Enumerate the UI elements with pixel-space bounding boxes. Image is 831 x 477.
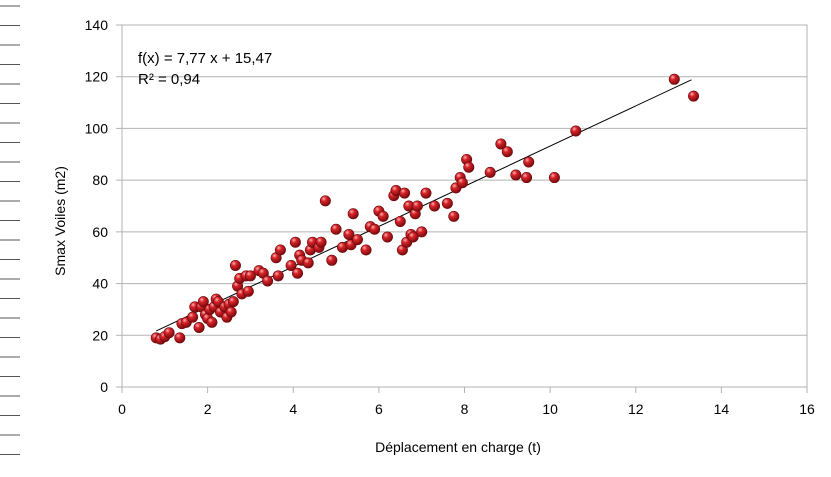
y-tick-label: 140 [85,17,109,33]
y-tick-label: 20 [92,327,108,343]
x-tick-label: 12 [628,401,644,417]
data-point [399,187,411,199]
y-tick-label: 60 [92,224,108,240]
data-point [272,270,284,282]
data-point [285,259,297,271]
data-point [416,226,428,238]
data-point [292,267,304,279]
data-point [548,172,560,184]
data-point [197,296,209,308]
data-point [227,296,239,308]
x-tick-label: 6 [375,401,383,417]
data-point [495,138,507,150]
data-point [369,223,381,235]
axes [121,24,808,388]
x-tick-label: 8 [461,401,469,417]
data-point [523,156,535,168]
x-axis-title: Déplacement en charge (t) [375,439,541,455]
data-point [347,208,359,220]
tick-labels: 0 20 40 60 80 100 120 140 0 2 4 6 8 10 12 14 16 [85,17,815,417]
data-point [463,161,475,173]
data-point [315,236,327,248]
gridlines [116,24,808,393]
data-point [330,223,342,235]
data-point [274,244,286,256]
data-point [501,146,513,158]
y-tick-label: 100 [85,120,109,136]
data-point [411,200,423,212]
y-tick-label: 40 [92,276,108,292]
trendline-equation: f(x) = 7,77 x + 15,47 [138,50,272,67]
data-point [193,322,205,334]
data-point [407,231,419,243]
data-point [510,169,522,181]
data-point [343,228,355,240]
x-tick-label: 2 [204,401,212,417]
data-point [688,90,700,102]
data-point [242,285,254,297]
data-point [668,73,680,85]
plot-frame [121,24,808,388]
y-tick-label: 80 [92,172,108,188]
data-point [289,236,301,248]
x-tick-label: 4 [289,401,297,417]
data-point [429,200,441,212]
data-point [521,172,533,184]
x-tick-label: 10 [542,401,558,417]
y-tick-label: 0 [100,379,108,395]
data-point [377,210,389,222]
data-point [570,125,582,137]
data-point [244,270,256,282]
x-tick-label: 16 [799,401,815,417]
data-point [326,254,338,266]
data-point [448,210,460,222]
data-point [360,244,372,256]
y-axis-title: Smax Voiles (m2) [52,166,68,276]
data-point [319,195,331,207]
data-point [225,306,237,318]
trendline-r-squared: R² = 0,94 [138,71,200,88]
data-point [187,311,199,323]
data-point [262,275,274,287]
data-point [174,332,186,344]
data-point [163,327,175,339]
margin-tick-marks [0,5,20,455]
data-point [351,234,363,246]
data-point [206,316,218,328]
data-point [456,177,468,189]
x-tick-label: 14 [714,401,730,417]
data-points [150,73,700,345]
x-tick-label: 0 [118,401,126,417]
data-point [484,166,496,178]
data-point [420,187,432,199]
y-tick-label: 120 [85,69,109,85]
data-point [381,231,393,243]
data-point [394,216,406,228]
data-point [302,257,314,269]
data-point [229,259,241,271]
data-point [441,197,453,209]
